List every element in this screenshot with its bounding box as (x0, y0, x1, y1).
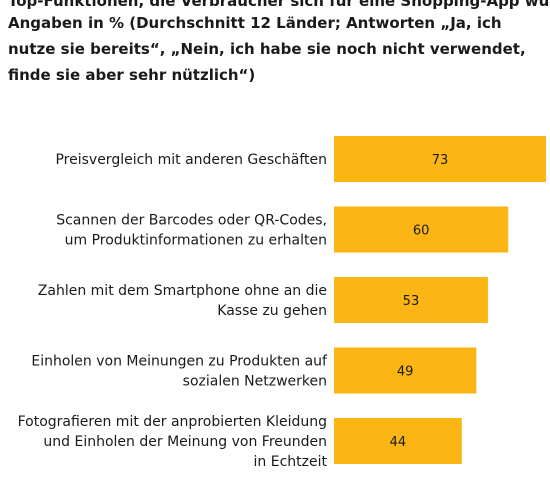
bar-1 (334, 136, 546, 182)
bar-value-label-1: 73 (432, 153, 449, 168)
category-label-4: Einholen von Meinungen zu Produkten auf s… (31, 354, 328, 390)
chart-title-partial: Top-Funktionen, die Verbraucher sich für… (8, 0, 548, 10)
bar-4 (334, 347, 477, 394)
bar-value-label-2: 60 (413, 224, 430, 239)
category-label-2: Scannen der Barcodes oder QR-Codes, um Pr… (56, 213, 327, 249)
bar-value-label-4: 49 (397, 365, 414, 380)
chart-subtitle: Angaben in % (Durchschnitt 12 Länder; An… (8, 14, 526, 84)
bar-value-label-5: 44 (390, 435, 407, 450)
bar-value-label-3: 53 (403, 294, 420, 309)
bar-3 (334, 277, 488, 323)
category-label-3: Zahlen mit dem Smartphone ohne an die Kas… (38, 283, 327, 319)
bar-5 (334, 418, 462, 464)
category-label-1: Preisvergleich mit anderen Geschäften (55, 152, 327, 168)
bar-2 (334, 206, 509, 253)
category-label-5: Fotografieren mit der anprobierten Kleid… (18, 414, 328, 470)
